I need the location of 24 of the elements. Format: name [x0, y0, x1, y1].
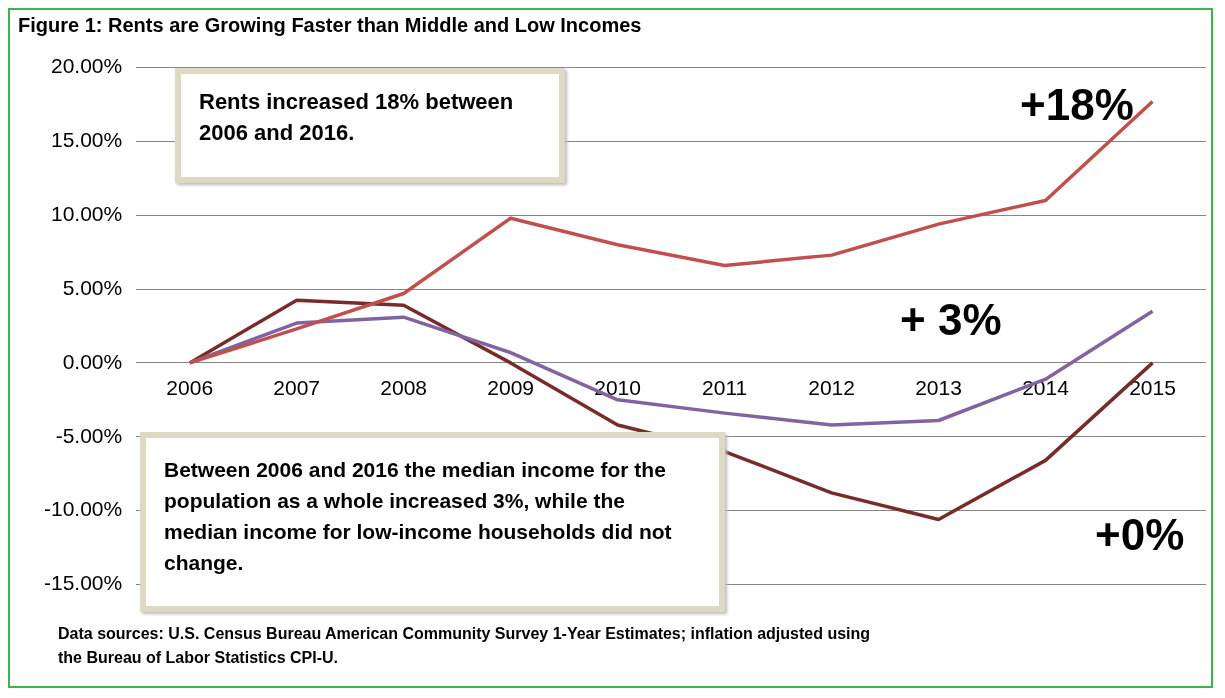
x-tick-label: 2015	[1129, 376, 1176, 400]
annotation: + 3%	[900, 295, 1002, 345]
y-tick-label: -10.00%	[44, 497, 123, 521]
text: Data sources: U.S. Census Bureau American Community Survey 1-Year Estimates; inflation adjusted using the Bureau of Labor Statistics CPI-U.	[58, 624, 872, 668]
x-tick-label: 2009	[487, 376, 534, 400]
callout-box: Between 2006 and 2016 the median income for the population as a whole increased 3%, while the median income for low-income households did not change.	[140, 432, 725, 612]
x-tick-label: 2006	[166, 376, 214, 400]
x-tick-label: 2008	[380, 376, 428, 400]
annotation: +0%	[1095, 510, 1185, 560]
y-tick-label: 0.00%	[62, 349, 123, 373]
x-tick-label: 2012	[808, 376, 855, 400]
x-tick-label: 2010	[594, 376, 641, 400]
y-tick-label: 10.00%	[50, 202, 123, 226]
y-tick-label: 20.00%	[50, 54, 123, 78]
x-tick-label: 2011	[702, 376, 748, 400]
y-tick-label: -15.00%	[44, 571, 123, 595]
x-tick-label: 2007	[273, 376, 321, 400]
y-tick-label: -5.00%	[55, 423, 123, 447]
y-tick-label: 15.00%	[50, 128, 123, 152]
y-tick-label: 5.00%	[62, 275, 123, 299]
annotation: +18%	[1020, 80, 1134, 130]
x-tick-label: 2013	[915, 376, 962, 400]
callout-box: Rents increased 18% between 2006 and 2016.	[175, 68, 565, 183]
chart-title: Figure 1: Rents are Growing Faster than Middle and Low Incomes	[17, 13, 643, 38]
